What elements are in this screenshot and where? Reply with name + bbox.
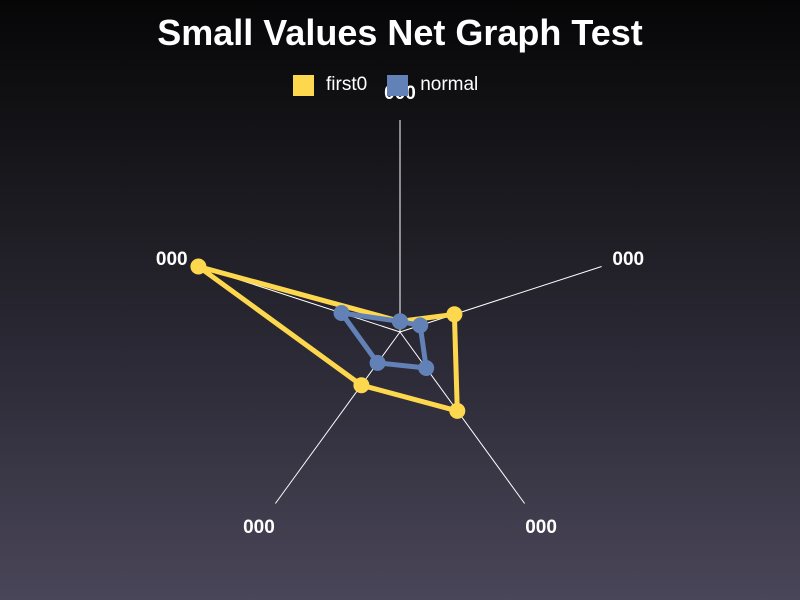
data-point-first0-1: [446, 306, 463, 323]
axis-line-1: [399, 266, 602, 333]
data-point-normal-0: [392, 313, 408, 330]
data-point-first0-2: [449, 402, 466, 419]
legend-swatch-first0: [293, 74, 314, 96]
chart-title: Small Values Net Graph Test: [157, 12, 643, 53]
data-point-normal-1: [412, 317, 429, 334]
data-point-first0-4: [190, 258, 207, 275]
legend-swatch-normal: [387, 74, 409, 96]
axis-label-2: 000: [525, 517, 557, 538]
axis-label-4: 000: [156, 249, 188, 270]
legend: first0 normal: [293, 73, 498, 97]
radar-series: [190, 258, 466, 419]
data-point-normal-4: [333, 305, 350, 321]
legend-item-normal: normal: [387, 74, 478, 96]
legend-label-first0: first0: [326, 74, 368, 95]
series-line-first0: [195, 264, 460, 414]
axis-label-1: 000: [612, 249, 644, 270]
axis-label-3: 000: [243, 517, 275, 538]
legend-label-normal: normal: [420, 74, 479, 95]
data-point-normal-3: [369, 354, 386, 371]
axis-line-2: [399, 331, 526, 504]
data-point-first0-3: [353, 377, 370, 394]
legend-item-first0: first0: [293, 74, 367, 96]
data-point-normal-2: [418, 360, 435, 376]
